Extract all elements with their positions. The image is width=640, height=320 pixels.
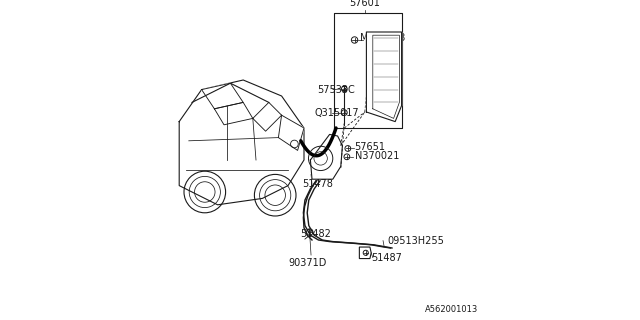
Polygon shape: [202, 83, 243, 109]
Text: A562001013: A562001013: [425, 305, 479, 314]
Text: 51482: 51482: [300, 229, 331, 239]
Polygon shape: [334, 13, 402, 128]
Text: M660023: M660023: [360, 33, 405, 44]
Text: Q315017: Q315017: [315, 108, 359, 118]
Polygon shape: [253, 102, 282, 131]
Polygon shape: [366, 32, 402, 122]
Text: 57651: 57651: [355, 142, 385, 152]
Text: 90371D: 90371D: [289, 258, 327, 268]
Polygon shape: [214, 102, 253, 125]
Text: N370021: N370021: [355, 151, 399, 161]
Polygon shape: [310, 134, 342, 179]
Polygon shape: [179, 80, 304, 205]
Polygon shape: [278, 115, 304, 150]
Text: 09513H255: 09513H255: [388, 236, 445, 246]
Text: 51478: 51478: [302, 179, 333, 189]
Text: 51487: 51487: [371, 252, 402, 263]
Text: 57601: 57601: [349, 0, 380, 8]
Text: 57533C: 57533C: [317, 84, 355, 95]
